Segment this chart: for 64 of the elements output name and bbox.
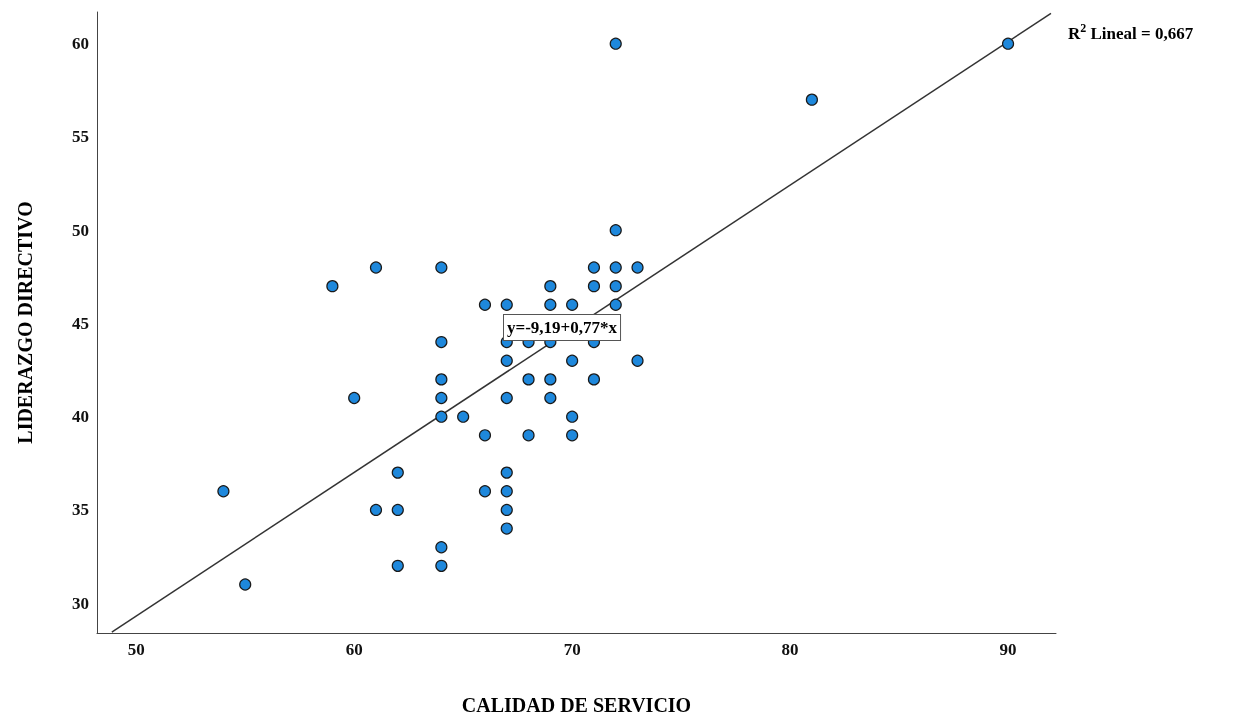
point <box>566 410 579 423</box>
point <box>435 373 448 386</box>
point <box>239 578 252 591</box>
point <box>500 466 513 479</box>
point <box>544 280 557 293</box>
point <box>435 261 448 274</box>
point <box>587 280 601 293</box>
point <box>369 503 383 517</box>
point <box>435 559 448 572</box>
point <box>522 373 535 386</box>
annotation: y=-9,19+0,77*x <box>507 318 618 337</box>
y-tick-label: 35 <box>72 500 89 520</box>
y-tick-label: 30 <box>72 593 89 613</box>
y-tick-label: 40 <box>72 407 89 427</box>
x-tick-label: 80 <box>781 640 799 659</box>
point <box>435 410 448 423</box>
point <box>435 391 448 405</box>
point <box>348 391 361 405</box>
point <box>326 280 339 293</box>
point <box>435 541 448 554</box>
point <box>391 503 404 517</box>
y-tick-label: 45 <box>72 313 89 333</box>
point <box>500 503 513 517</box>
point <box>609 224 622 237</box>
point <box>522 429 535 442</box>
point <box>391 559 404 572</box>
point <box>566 298 579 311</box>
point <box>805 93 818 106</box>
point <box>478 298 492 311</box>
x-tick-label: 50 <box>127 640 145 659</box>
x-tick-label: 90 <box>999 640 1017 659</box>
point <box>478 429 492 442</box>
point <box>544 373 557 386</box>
point <box>609 261 622 274</box>
x-axis-title: CALIDAD DE SERVICIO <box>461 694 692 716</box>
point <box>587 373 601 386</box>
point <box>609 37 622 50</box>
x-tick-label: 60 <box>345 640 363 659</box>
point <box>500 485 513 498</box>
x-tick-label: 70 <box>563 640 581 659</box>
point <box>500 522 513 535</box>
point <box>566 429 579 442</box>
point <box>566 354 579 367</box>
point <box>457 410 470 423</box>
point <box>609 280 622 293</box>
point <box>435 335 448 349</box>
point <box>631 354 644 367</box>
point <box>500 391 513 405</box>
point <box>500 298 513 311</box>
point <box>587 261 601 274</box>
point <box>478 485 492 498</box>
point <box>369 261 383 274</box>
point <box>609 298 622 311</box>
point <box>217 485 230 498</box>
point <box>1001 37 1015 50</box>
point <box>391 466 404 479</box>
point <box>544 298 557 311</box>
y-tick-label: 50 <box>72 220 89 240</box>
y-tick-label: 60 <box>72 34 89 54</box>
point <box>500 354 513 367</box>
y-tick-label: 55 <box>72 127 89 147</box>
y-axis-title: LIDERAZGO DIRECTIVO <box>14 201 36 444</box>
point <box>544 391 557 405</box>
point <box>631 261 644 274</box>
